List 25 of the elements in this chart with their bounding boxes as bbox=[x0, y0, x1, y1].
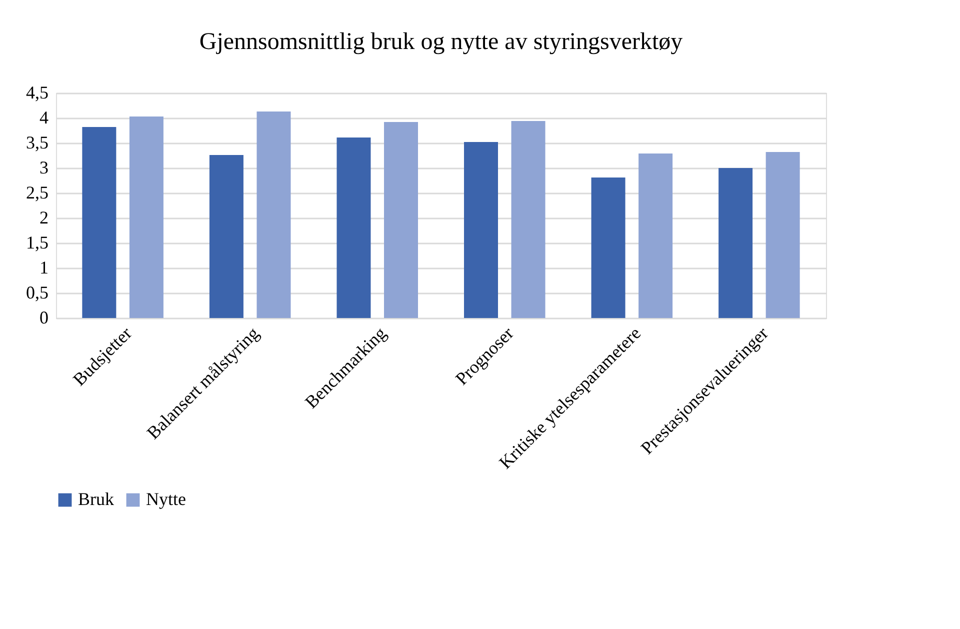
bar bbox=[591, 178, 626, 318]
y-tick-label: 1 bbox=[40, 258, 48, 278]
y-tick-label: 2 bbox=[40, 208, 48, 228]
legend-label: Bruk bbox=[78, 489, 114, 509]
bar bbox=[82, 127, 116, 318]
bar bbox=[718, 168, 753, 318]
y-tick-label: 1,5 bbox=[26, 232, 48, 252]
y-tick-label: 0 bbox=[40, 308, 48, 328]
bar bbox=[384, 122, 418, 318]
y-tick-label: 0,5 bbox=[26, 282, 48, 302]
bar bbox=[511, 121, 546, 318]
bar bbox=[336, 138, 371, 318]
bar bbox=[638, 154, 673, 318]
legend-label: Nytte bbox=[146, 489, 186, 509]
chart-title: Gjennsomsnittlig bruk og nytte av styringsverktøy bbox=[199, 29, 683, 55]
y-tick-label: 4 bbox=[40, 108, 48, 128]
y-tick-label: 3,5 bbox=[26, 132, 48, 152]
bar bbox=[464, 142, 498, 318]
bar bbox=[256, 112, 291, 318]
bar bbox=[766, 152, 800, 318]
y-tick-label: 2,5 bbox=[26, 182, 48, 202]
y-tick-label: 3 bbox=[40, 158, 48, 178]
bar bbox=[129, 116, 164, 318]
y-tick-label: 4,5 bbox=[26, 82, 48, 102]
bar bbox=[209, 155, 244, 318]
